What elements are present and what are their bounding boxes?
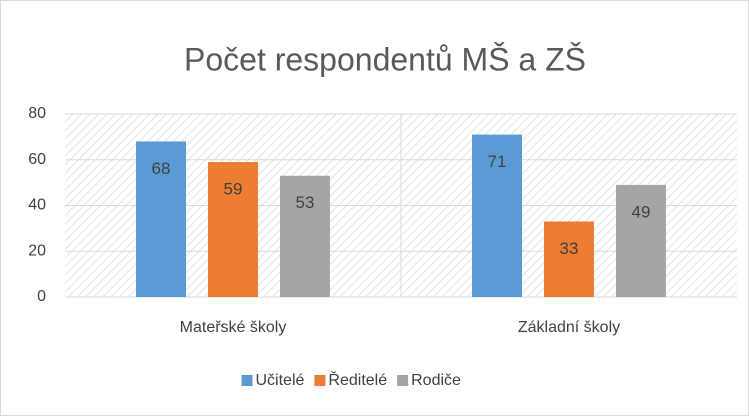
- bar: [544, 221, 594, 297]
- bar: [472, 134, 522, 297]
- bar: [616, 184, 666, 297]
- y-tick-label: 0: [37, 288, 46, 305]
- data-label: 53: [296, 193, 315, 212]
- bar: [208, 162, 258, 297]
- data-label: 33: [560, 239, 579, 258]
- y-tick-label: 20: [28, 242, 46, 259]
- data-label: 49: [632, 202, 651, 221]
- y-tick-label: 60: [28, 151, 46, 168]
- legend-swatch: [314, 375, 326, 386]
- y-tick-label: 80: [28, 105, 46, 122]
- legend-label: Učitelé: [256, 372, 305, 389]
- data-label: 68: [152, 159, 171, 178]
- legend-swatch: [397, 375, 409, 386]
- data-label: 59: [224, 180, 243, 199]
- x-tick-label: Základní školy: [518, 319, 620, 336]
- bar: [280, 175, 330, 297]
- chart-title: Počet respondentů MŠ a ZŠ: [184, 41, 586, 77]
- legend-label: Rodiče: [411, 372, 461, 389]
- legend-swatch: [241, 375, 253, 386]
- x-tick-label: Mateřské školy: [180, 319, 287, 336]
- data-label: 71: [488, 152, 507, 171]
- y-tick-label: 40: [28, 197, 46, 214]
- legend-label: Ředitelé: [328, 370, 387, 389]
- bar: [136, 141, 186, 297]
